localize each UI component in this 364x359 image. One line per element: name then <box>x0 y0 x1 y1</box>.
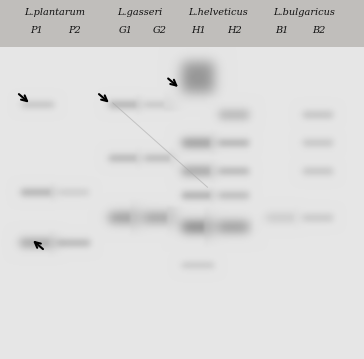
Text: H1: H1 <box>191 26 206 35</box>
Text: L.gasseri: L.gasseri <box>118 8 163 17</box>
Text: B2: B2 <box>312 26 325 35</box>
Text: H2: H2 <box>228 26 242 35</box>
Text: P2: P2 <box>68 26 81 35</box>
Text: B1: B1 <box>276 26 289 35</box>
Text: L.plantarum: L.plantarum <box>24 8 85 17</box>
Text: L.bulgaricus: L.bulgaricus <box>273 8 335 17</box>
Text: P1: P1 <box>30 26 43 35</box>
Text: G2: G2 <box>153 26 167 35</box>
Text: L.helveticus: L.helveticus <box>189 8 248 17</box>
Text: G1: G1 <box>119 26 132 35</box>
